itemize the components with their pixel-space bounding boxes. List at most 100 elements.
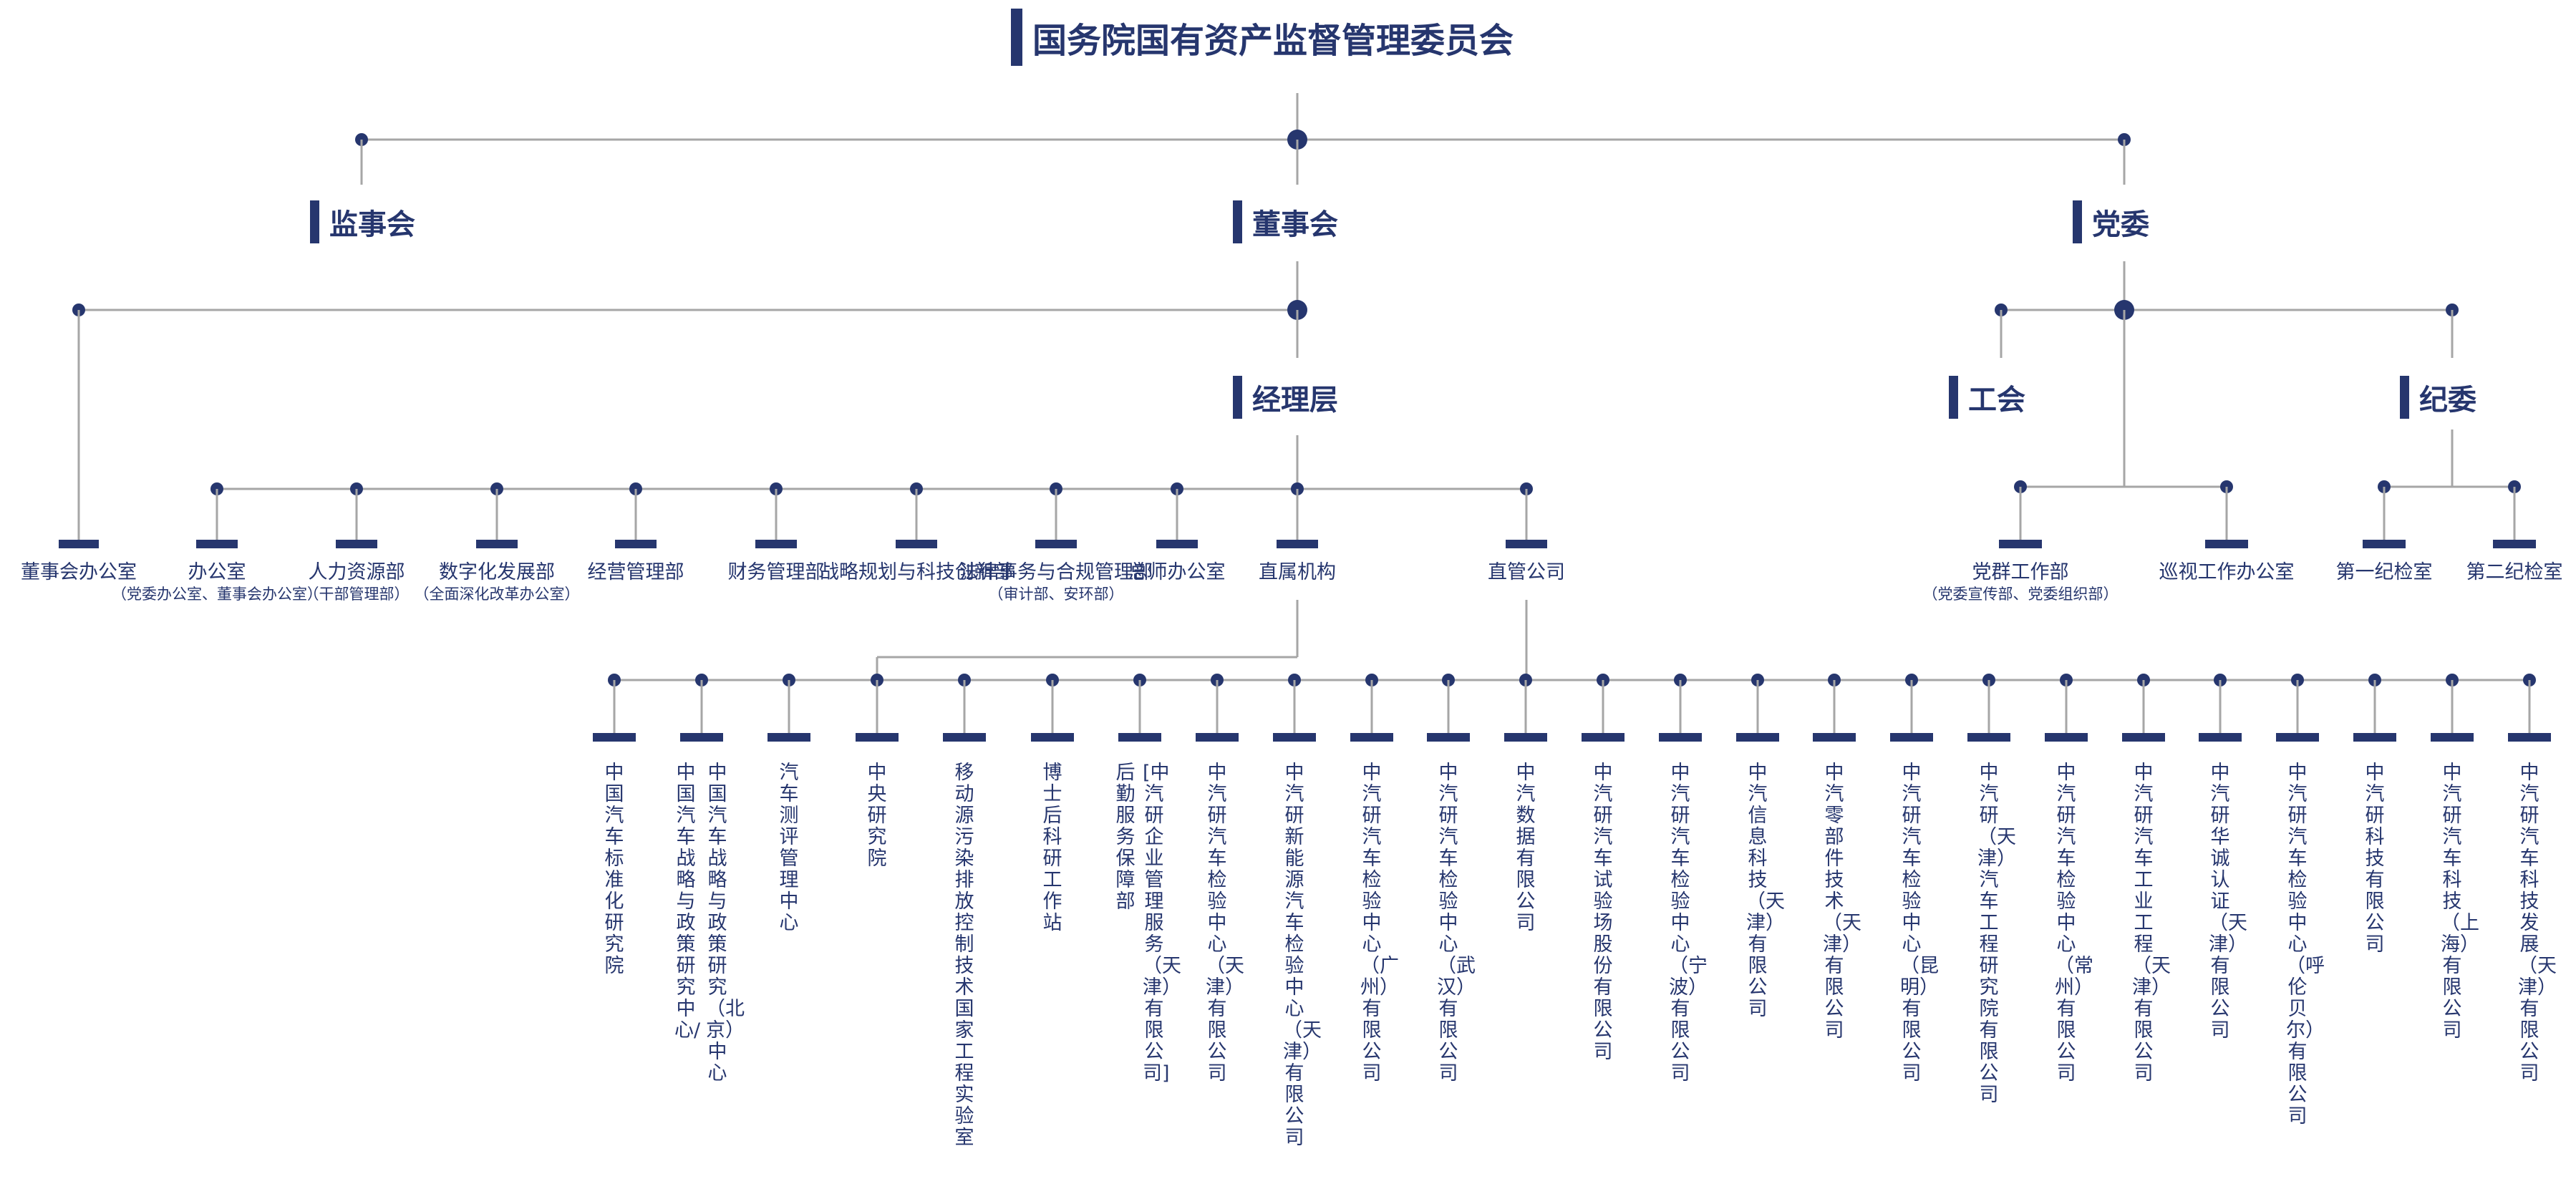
party-unit-item: 党群工作部 （党委宣传部、党委组织部） xyxy=(1923,561,2119,604)
company-label: 中汽研汽车科技发展（天津）有限公司 xyxy=(2518,762,2557,1084)
department-item: 战略规划与科技创新部 xyxy=(820,561,1013,584)
department-sub: （党委办公室、董事会办公室） xyxy=(112,586,322,603)
company-label: 中汽研汽车试验场股份有限公司 xyxy=(1593,762,1613,1063)
institution-label: 移动源污染排放控制技术国家工程实验室 xyxy=(954,762,974,1149)
subsidiary-bar xyxy=(2276,733,2319,742)
company-label: 中汽信息科技（天津）有限公司 xyxy=(1746,762,1785,1020)
subsidiary-bar xyxy=(1350,733,1393,742)
subsidiary-bar xyxy=(1504,733,1547,742)
subsidiary-bar xyxy=(1196,733,1239,742)
department-bar xyxy=(1277,540,1318,548)
company-label: 中汽研（天津）汽车工程研究院有限公司 xyxy=(1977,762,2016,1106)
department-bar xyxy=(896,540,937,548)
department-name: 董事会办公室 xyxy=(21,561,137,583)
institution-label: 中国汽车战略与政策研究中心/ xyxy=(674,762,701,1042)
section-dangwei: 党委 xyxy=(2073,200,2149,243)
subsidiary-bar xyxy=(1736,733,1779,742)
department-item: 法律事务与合规管理部 （审计部、安环部） xyxy=(959,561,1153,604)
company-label: 中汽研汽车检验中心（昆明）有限公司 xyxy=(1900,762,1939,1084)
department-name: 直属机构 xyxy=(1259,561,1336,583)
department-bar xyxy=(336,540,377,548)
institution-label: 后勤服务保障部 xyxy=(1115,762,1136,913)
section-jinglicheng: 经理层 xyxy=(1233,376,1338,419)
subsidiary-bar xyxy=(1890,733,1933,742)
department-item: 财务管理部 xyxy=(728,561,825,584)
department-item: 董事会办公室 xyxy=(21,561,137,584)
company-label: 中汽研汽车检验中心（常州）有限公司 xyxy=(2055,762,2093,1084)
department-bar xyxy=(1506,540,1547,548)
department-name: 战略规划与科技创新部 xyxy=(820,561,1013,583)
department-item: 经营管理部 xyxy=(588,561,684,584)
subsidiary-bar xyxy=(680,733,723,742)
section-bar xyxy=(1949,376,1958,419)
department-name: 直管公司 xyxy=(1488,561,1565,583)
company-label: 中汽研新能源汽车检验中心（天津）有限公司 xyxy=(1283,762,1322,1149)
section-gonghui: 工会 xyxy=(1949,376,2025,419)
subsidiary-bar xyxy=(1813,733,1856,742)
subsidiary-bar xyxy=(1118,733,1161,742)
institution-label: 中国汽车标准化研究院 xyxy=(604,762,624,977)
top-org-title: 国务院国有资产监督管理委员会 xyxy=(1011,9,1514,66)
subsidiary-bar xyxy=(1427,733,1470,742)
section-label: 经理层 xyxy=(1252,384,1338,417)
company-label: 中汽研华诚认证（天津）有限公司 xyxy=(2209,762,2247,1042)
department-bar xyxy=(59,540,99,548)
department-bar xyxy=(615,540,657,548)
company-label: 中汽研汽车检验中心（武汉）有限公司 xyxy=(1437,762,1476,1084)
institution-label: 博士后科研工作站 xyxy=(1042,762,1062,934)
department-name: 人力资源部 xyxy=(308,561,405,583)
section-label: 董事会 xyxy=(1252,208,1338,241)
company-label: 中汽研汽车工业工程（天津）有限公司 xyxy=(2132,762,2171,1084)
company-label: 中汽研科技有限公司 xyxy=(2365,762,2385,956)
department-name: 办公室 xyxy=(188,561,246,583)
company-label: 中汽零部件技术（天津）有限公司 xyxy=(1823,762,1861,1042)
department-name: 财务管理部 xyxy=(727,561,825,583)
institution-label: [中汽研企业管理服务（天津）有限公司] xyxy=(1143,762,1181,1084)
department-item: 人力资源部 （干部管理部） xyxy=(304,561,410,604)
subsidiary-bar xyxy=(2199,733,2242,742)
subsidiary-bar xyxy=(2431,733,2474,742)
department-bar xyxy=(755,540,797,548)
institution-label: 中国汽车战略与政策研究（北京）中心 xyxy=(706,762,745,1084)
department-item: 直属机构 xyxy=(1259,561,1336,584)
company-label: 中汽数据有限公司 xyxy=(1516,762,1536,934)
company-label: 中汽研汽车检验中心（广州）有限公司 xyxy=(1360,762,1399,1084)
department-bar xyxy=(1035,540,1077,548)
section-jianshihui: 监事会 xyxy=(310,200,415,243)
subsidiary-bar xyxy=(2353,733,2396,742)
party-unit-sub: （党委宣传部、党委组织部） xyxy=(1922,586,2119,603)
department-name: 法律事务与合规管理部 xyxy=(959,561,1153,583)
party-unit-name: 第二纪检室 xyxy=(2466,561,2563,583)
subsidiary-bar xyxy=(1031,733,1074,742)
department-sub: （全面深化改革办公室） xyxy=(414,586,580,603)
department-item: 办公室 （党委办公室、董事会办公室） xyxy=(112,561,322,604)
subsidiary-bar xyxy=(856,733,899,742)
department-sub: （干部管理部） xyxy=(304,586,410,603)
department-item: 直管公司 xyxy=(1488,561,1565,584)
department-bar xyxy=(196,540,238,548)
institution-label: 汽车测评管理中心 xyxy=(779,762,799,934)
subsidiary-bar xyxy=(2045,733,2088,742)
department-bar xyxy=(476,540,518,548)
department-name: 经营管理部 xyxy=(587,561,684,583)
section-bar xyxy=(310,200,319,243)
department-item: 总师办公室 xyxy=(1129,561,1226,584)
party-unit-item: 第二纪检室 xyxy=(2466,561,2563,584)
subsidiary-bar xyxy=(1582,733,1624,742)
company-label: 中汽研汽车检验中心（呼伦贝尔）有限公司 xyxy=(2286,762,2325,1127)
party-unit-item: 巡视工作办公室 xyxy=(2159,561,2295,584)
subsidiary-bar xyxy=(1967,733,2010,742)
title-bar xyxy=(1011,9,1022,66)
section-label: 纪委 xyxy=(2419,384,2476,417)
party-unit-name: 第一纪检室 xyxy=(2335,561,2433,583)
section-jiwei: 纪委 xyxy=(2400,376,2476,419)
company-label: 中汽研汽车检验中心（天津）有限公司 xyxy=(1206,762,1244,1084)
section-bar xyxy=(2073,200,2082,243)
department-bar xyxy=(1156,540,1198,548)
subsidiary-bar xyxy=(1273,733,1316,742)
section-dongshihui: 董事会 xyxy=(1233,200,1338,243)
department-name: 数字化发展部 xyxy=(439,561,555,583)
department-name: 总师办公室 xyxy=(1128,561,1226,583)
